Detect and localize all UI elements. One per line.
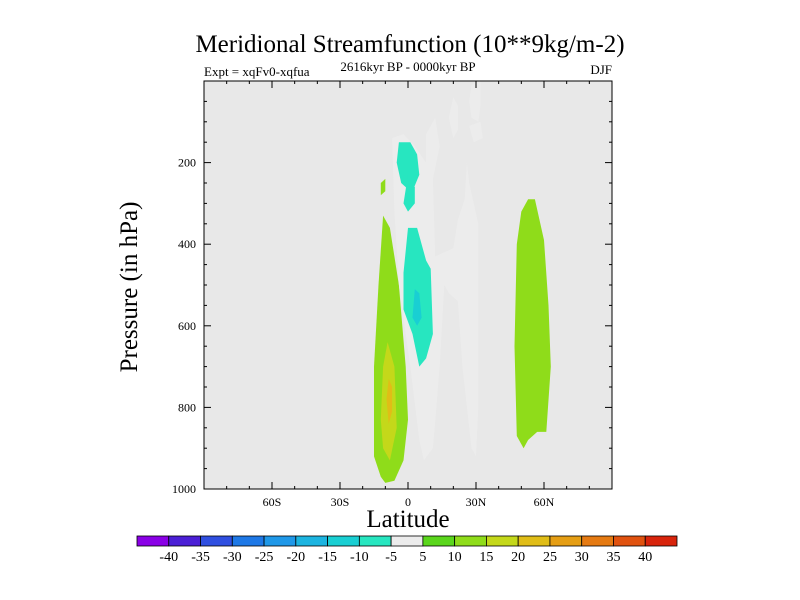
contour-mid-negative-inner [412,289,422,326]
colorbar-swatch [358,535,392,547]
colorbar-label: 15 [479,550,493,565]
colorbar-swatch [231,535,265,547]
y-tick-label: 400 [178,237,196,251]
experiment-label: Expt = xqFv0-xqfua [204,64,310,79]
y-tick-label: 600 [178,319,196,333]
colorbar-label: -10 [350,550,369,565]
contour-upper-negative-core [396,142,420,192]
colorbar-swatch [136,535,170,547]
chart-title: Meridional Streamfunction (10**9kg/m-2) [195,31,624,58]
colorbar-swatch [454,535,487,547]
colorbar-label: -25 [255,550,274,565]
x-tick-label: 60S [263,495,282,509]
colorbar-swatch [200,535,233,547]
contour-upper-small-patch [448,97,458,139]
colorbar-swatch [295,535,328,547]
contour-upper-negative-core2 [403,174,415,212]
colorbar-swatch [327,535,360,547]
plot-area: 60S 30S 0 30N 60N 200 400 600 800 1000 [172,80,613,509]
colorbar-swatch [517,535,551,547]
colorbar-label: 20 [511,550,525,565]
colorbar-label: 25 [543,550,557,565]
x-tick-label: 30N [466,495,487,509]
season-label: DJF [590,62,612,77]
colorbar-label: 10 [448,550,462,565]
colorbar-label: 30 [575,550,589,565]
y-tick-label: 1000 [172,482,196,496]
colorbar-swatch [422,535,456,547]
colorbar-swatch [168,535,201,547]
y-tick-label: 800 [178,400,196,414]
colorbar-swatch [549,535,583,547]
colorbar-label: 35 [606,550,620,565]
colorbar-swatch [644,535,678,547]
x-axis-label: Latitude [366,506,449,533]
colorbar-label: 40 [638,550,652,565]
x-tick-label: 30S [331,495,350,509]
x-tick-label: 60N [534,495,555,509]
colorbar-swatch [581,535,614,547]
contour-regions [374,81,551,483]
x-axis-ticks: 60S 30S 0 30N 60N [226,81,590,509]
contour-upper-small-patch2 [469,121,483,143]
colorbar-label: -20 [286,550,305,565]
colorbar-label: -5 [385,550,397,565]
colorbar-label: -15 [318,550,337,565]
colorbar-label: -40 [159,550,178,565]
y-axis-label: Pressure (in hPa) [116,202,143,373]
x-tick-label: 0 [405,495,411,509]
colorbar-label: -35 [191,550,210,565]
contour-southern-positive-peak [386,378,393,424]
y-axis-ticks: 200 400 600 800 1000 [172,100,612,496]
contour-northern-positive-cell [514,199,551,449]
y-tick-label: 200 [178,156,196,170]
colorbar-label: 5 [419,550,426,565]
colorbar-swatch [263,535,297,547]
colorbar-swatch [486,535,519,547]
time-range-label: 2616kyr BP - 0000kyr BP [340,59,475,74]
colorbar-swatch [613,535,646,547]
colorbar-label: -30 [223,550,242,565]
colorbar-swatch [390,535,424,547]
contour-southern-positive-small [380,178,386,196]
colorbar: -40 -35 -30 -25 -20 -15 -10 -5 5 10 15 20 25 30 35 40 [136,535,678,565]
contour-upper-tropo-plume [469,81,481,122]
